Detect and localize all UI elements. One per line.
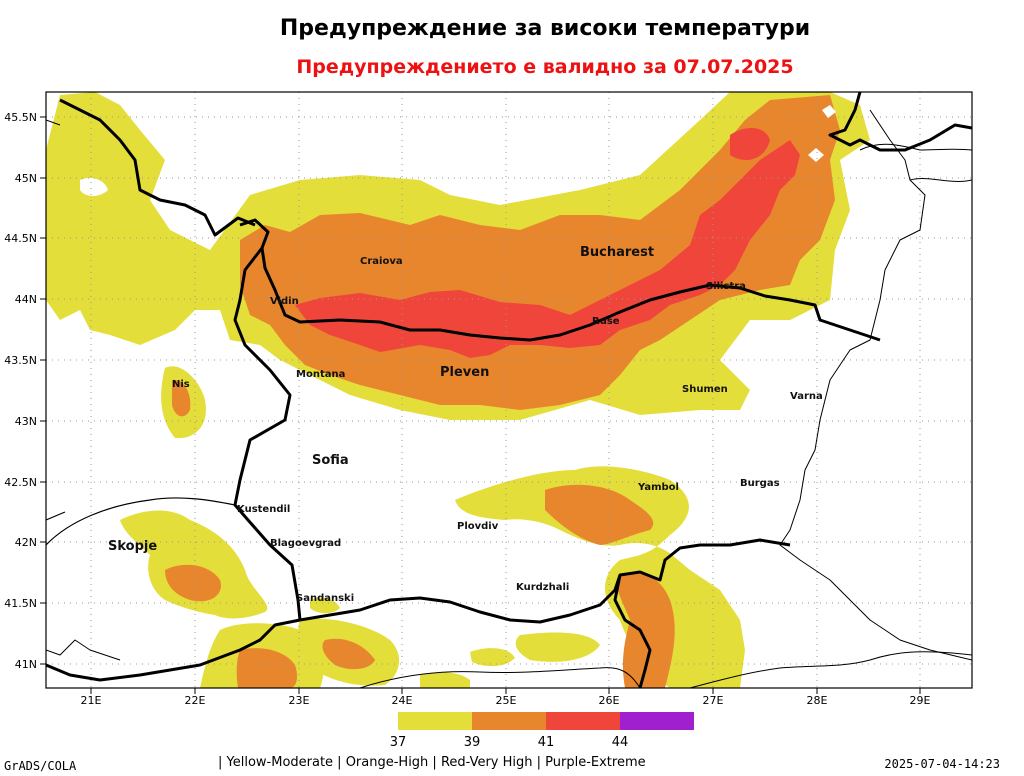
lon-tick-label: 26E: [599, 694, 620, 707]
longitude-axis: 21E 22E 23E 24E 25E 26E 27E 28E 29E: [81, 688, 931, 707]
legend-threshold-label: 39: [464, 735, 481, 750]
city-label-bucharest: Bucharest: [580, 245, 654, 260]
city-label-yambol: Yambol: [637, 482, 679, 493]
lat-tick-label: 41N: [15, 658, 37, 671]
lon-tick-label: 25E: [496, 694, 517, 707]
city-label-plovdiv: Plovdiv: [457, 521, 499, 532]
lat-tick-label: 42N: [15, 536, 37, 549]
city-label-silistra: Silistra: [706, 281, 746, 292]
lat-tick-label: 43N: [15, 415, 37, 428]
legend-description: | Yellow-Moderate | Orange-High | Red-Ve…: [218, 755, 646, 770]
legend-swatch-orange: [472, 712, 546, 730]
city-label-varna: Varna: [790, 391, 823, 402]
city-label-kustendil: Kustendil: [237, 504, 290, 515]
lon-tick-label: 23E: [289, 694, 310, 707]
city-label-sandanski: Sandanski: [296, 593, 354, 604]
legend-swatch-red: [546, 712, 620, 730]
city-label-montana: Montana: [296, 369, 345, 380]
graticule: [46, 92, 972, 688]
lat-tick-label: 41.5N: [4, 597, 37, 610]
lon-tick-label: 22E: [185, 694, 206, 707]
legend-threshold-label: 44: [612, 735, 629, 750]
city-label-vidin: Vidin: [270, 296, 299, 307]
city-label-skopje: Skopje: [108, 539, 157, 554]
lon-tick-label: 29E: [910, 694, 931, 707]
color-legend: 37 39 41 44 | Yellow-Moderate | Orange-H…: [218, 712, 694, 770]
footer-timestamp: 2025-07-04-14:23: [884, 757, 1000, 771]
temperature-fields: [46, 92, 870, 688]
lat-tick-label: 45N: [15, 172, 37, 185]
lon-tick-label: 24E: [392, 694, 413, 707]
city-label-blagoevgrad: Blagoevgrad: [270, 538, 341, 549]
lon-tick-label: 21E: [81, 694, 102, 707]
city-label-shumen: Shumen: [682, 384, 728, 395]
legend-threshold-label: 41: [538, 735, 555, 750]
lat-tick-label: 42.5N: [4, 476, 37, 489]
lon-tick-label: 27E: [703, 694, 724, 707]
city-label-ruse: Ruse: [592, 316, 620, 327]
lat-tick-label: 44N: [15, 293, 37, 306]
city-labels: Bucharest Craiova Vidin Silistra Ruse Mo…: [108, 245, 823, 604]
latitude-axis: 45.5N 45N 44.5N 44N 43.5N 43N 42.5N 42N …: [4, 111, 46, 671]
validity-subtitle: Предупреждението е валидно за 07.07.2025: [296, 56, 794, 78]
lat-tick-label: 44.5N: [4, 232, 37, 245]
map-frame: [45, 91, 973, 689]
zone-red: [295, 128, 800, 358]
lat-tick-label: 45.5N: [4, 111, 37, 124]
city-label-sofia: Sofia: [312, 453, 349, 468]
page-title: Предупреждение за високи температури: [279, 16, 811, 41]
city-label-craiova: Craiova: [360, 256, 403, 267]
lat-tick-label: 43.5N: [4, 354, 37, 367]
country-borders: [46, 92, 972, 688]
city-label-pleven: Pleven: [440, 365, 489, 380]
city-label-burgas: Burgas: [740, 478, 780, 489]
legend-threshold-label: 37: [390, 735, 407, 750]
legend-swatch-purple: [620, 712, 694, 730]
legend-swatch-yellow: [398, 712, 472, 730]
city-label-kurdzhali: Kurdzhali: [516, 582, 569, 593]
city-label-nis: Nis: [172, 379, 190, 390]
lon-tick-label: 28E: [807, 694, 828, 707]
footer-source: GrADS/COLA: [4, 759, 77, 773]
